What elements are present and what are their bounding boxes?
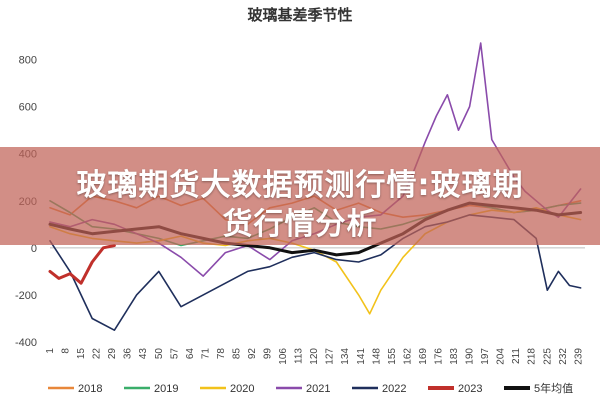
legend-label: 5年均值: [534, 381, 573, 395]
x-tick-label: 127: [325, 348, 336, 365]
x-tick-label: 43: [138, 348, 149, 360]
x-tick-label: 218: [527, 348, 538, 365]
y-tick-label: -400: [15, 337, 37, 349]
y-tick-label: 800: [19, 55, 37, 67]
x-tick-label: 204: [496, 348, 507, 365]
x-tick-label: 1: [45, 348, 56, 354]
x-tick-label: 197: [480, 348, 491, 365]
x-tick-label: 148: [371, 348, 382, 365]
x-tick-label: 239: [573, 348, 584, 365]
x-tick-label: 232: [558, 348, 569, 365]
x-tick-label: 71: [200, 348, 211, 360]
x-tick-label: 176: [433, 348, 444, 365]
banner-title-line-2: 货行情分析: [222, 207, 378, 242]
y-tick-label: -200: [15, 290, 37, 302]
legend-label: 2021: [306, 383, 330, 395]
legend-label: 2018: [78, 383, 102, 395]
x-tick-label: 113: [294, 348, 305, 364]
overlay-banner: 玻璃期货大数据预测行情:玻璃期 货行情分析: [0, 147, 600, 245]
x-tick-label: 183: [449, 348, 460, 365]
x-tick-label: 8: [61, 348, 72, 354]
x-tick-label: 141: [356, 348, 367, 365]
x-axis-tick-labels: 1 8 15 22 29 36 43 50 57 64 71 78 85 92 99 106 113 120 127…: [45, 348, 584, 365]
chart-title: 玻璃基差季节性: [247, 6, 352, 24]
x-tick-label: 15: [76, 348, 87, 360]
legend-label: 2022: [382, 383, 406, 395]
series-line-2023: [48, 244, 116, 285]
x-tick-label: 64: [185, 348, 196, 360]
legend-label: 2019: [154, 383, 178, 395]
y-tick-label: 0: [31, 243, 37, 255]
x-tick-label: 29: [107, 348, 118, 360]
x-tick-label: 78: [216, 348, 227, 360]
x-tick-label: 92: [247, 348, 258, 360]
x-tick-label: 36: [123, 348, 134, 360]
legend-label: 2023: [458, 383, 482, 395]
x-tick-label: 134: [340, 348, 351, 365]
x-tick-label: 162: [402, 348, 413, 365]
x-tick-label: 120: [309, 348, 320, 365]
x-tick-label: 99: [263, 348, 274, 360]
banner-title-line-1: 玻璃期货大数据预测行情:玻璃期: [76, 168, 524, 203]
x-tick-label: 85: [231, 348, 242, 360]
legend: 2018 2019 2020 2021 2022 2023 5年均值: [48, 381, 573, 395]
x-tick-label: 57: [169, 348, 180, 360]
x-tick-label: 106: [278, 348, 289, 365]
x-tick-label: 155: [387, 348, 398, 365]
x-tick-label: 190: [465, 348, 476, 365]
legend-label: 2020: [230, 383, 254, 395]
x-tick-label: 50: [154, 348, 165, 360]
x-tick-label: 169: [418, 348, 429, 365]
y-tick-label: 600: [19, 102, 37, 114]
x-tick-label: 225: [542, 348, 553, 365]
x-tick-label: 22: [92, 348, 103, 360]
x-tick-label: 211: [511, 348, 522, 364]
